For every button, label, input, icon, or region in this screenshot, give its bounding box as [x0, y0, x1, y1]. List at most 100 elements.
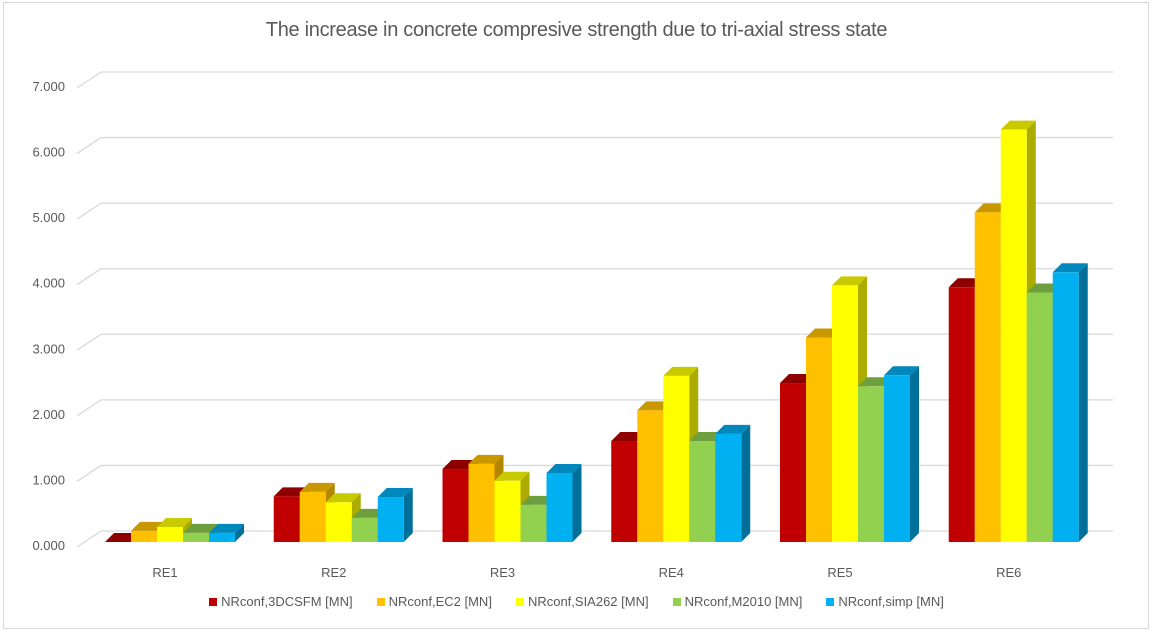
bar — [209, 523, 244, 542]
bar-front — [806, 337, 832, 542]
y-tick-label: 7.000 — [32, 79, 65, 94]
bar-top — [663, 366, 699, 376]
bar — [377, 488, 413, 542]
bar-front — [974, 212, 1001, 542]
bar-top — [546, 463, 582, 473]
bar-front — [884, 375, 910, 542]
legend-swatch — [209, 597, 218, 606]
gridline-side — [76, 202, 102, 220]
gridlines — [76, 71, 1113, 548]
y-axis-tick-labels: 0.000 1.000 2.000 3.000 4.000 5.000 6.000 7.000 — [32, 79, 65, 553]
y-tick-label: 1.000 — [32, 472, 65, 487]
x-category-label: RE4 — [659, 565, 684, 580]
chart-title: The increase in concrete compresive stre… — [265, 19, 888, 41]
bar-top — [1052, 263, 1088, 273]
bar-side — [572, 463, 582, 542]
bar — [663, 366, 699, 542]
legend-item: NRconf,SIA262 [MN] — [515, 594, 649, 609]
bar-front — [494, 480, 521, 542]
legend-label: NRconf,EC2 [MN] — [388, 594, 492, 609]
bar-top — [832, 276, 867, 286]
y-tick-label: 6.000 — [32, 145, 65, 160]
legend-swatch — [515, 597, 524, 606]
y-tick-label: 4.000 — [32, 276, 65, 291]
legend-swatch — [672, 597, 681, 606]
bar — [1052, 263, 1088, 542]
gridline-side — [76, 464, 102, 482]
bar-front — [273, 496, 300, 542]
legend-label: NRconf,simp [MN] — [838, 594, 944, 609]
gridline-side — [76, 71, 102, 89]
x-category-label: RE2 — [321, 565, 346, 580]
bar-front — [715, 433, 742, 542]
bar-front — [520, 504, 547, 542]
legend: NRconf,3DCSFM [MN] NRconf,EC2 [MN] NRconf,… — [0, 594, 1153, 609]
bar-front — [546, 472, 573, 542]
legend-label: NRconf,3DCSFM [MN] — [221, 594, 353, 609]
bar-front — [948, 287, 975, 542]
bar-top — [299, 482, 335, 492]
bar-front — [1026, 292, 1053, 542]
bar-top — [468, 454, 504, 464]
y-tick-label: 0.000 — [32, 538, 65, 553]
legend-swatch — [826, 597, 835, 606]
bar-top — [157, 518, 192, 528]
x-category-label: RE6 — [996, 565, 1021, 580]
bar — [715, 424, 751, 542]
bar-side — [1078, 263, 1088, 542]
y-tick-label: 5.000 — [32, 210, 65, 225]
bar-front — [858, 386, 884, 542]
legend-item: NRconf,simp [MN] — [826, 594, 944, 609]
x-category-label: RE5 — [827, 565, 852, 580]
y-tick-label: 2.000 — [32, 407, 65, 422]
bar-top — [377, 488, 413, 498]
bars — [105, 120, 1088, 542]
y-tick-label: 3.000 — [32, 341, 65, 356]
bar-top — [325, 493, 361, 503]
bar-front — [1000, 129, 1027, 542]
legend-item: NRconf,3DCSFM [MN] — [209, 594, 353, 609]
gridline-side — [76, 530, 102, 548]
bar-top — [494, 471, 530, 481]
gridline-side — [76, 268, 102, 286]
bar-front — [1052, 272, 1079, 542]
bar-top — [884, 366, 919, 376]
bar — [546, 463, 582, 542]
gridline-side — [76, 399, 102, 417]
bar-front — [689, 441, 716, 542]
legend-swatch — [376, 597, 385, 606]
bar-front — [183, 532, 209, 542]
bar-side — [235, 523, 244, 542]
gridline-side — [76, 333, 102, 351]
bar-front — [663, 375, 690, 542]
bar — [1000, 120, 1036, 542]
bar-front — [299, 491, 326, 542]
bar-front — [209, 532, 235, 542]
bar-front — [611, 441, 638, 542]
bar-front — [131, 530, 157, 542]
bar-front — [442, 469, 469, 542]
bar-front — [832, 285, 858, 542]
gridline-side — [76, 137, 102, 155]
legend-label: NRconf,M2010 [MN] — [684, 594, 803, 609]
bar-front — [325, 502, 352, 542]
bar-side — [403, 488, 413, 542]
bar-front — [157, 527, 183, 542]
bar-side — [741, 424, 751, 542]
legend-item: NRconf,M2010 [MN] — [672, 594, 803, 609]
legend-item: NRconf,EC2 [MN] — [376, 594, 492, 609]
bar-front — [468, 463, 495, 542]
bar-front — [637, 410, 664, 542]
x-category-label: RE3 — [490, 565, 515, 580]
bar-top — [209, 523, 244, 533]
x-category-label: RE1 — [152, 565, 177, 580]
bar-front — [351, 517, 378, 542]
bar-front — [377, 497, 404, 542]
bar-side — [910, 366, 919, 542]
bar-top — [183, 523, 218, 533]
bar — [884, 366, 919, 542]
x-axis-category-labels: RE1 RE2 RE3 RE4 RE5 RE6 — [152, 565, 1021, 580]
bar-top — [715, 424, 751, 434]
bar-front — [780, 383, 806, 542]
